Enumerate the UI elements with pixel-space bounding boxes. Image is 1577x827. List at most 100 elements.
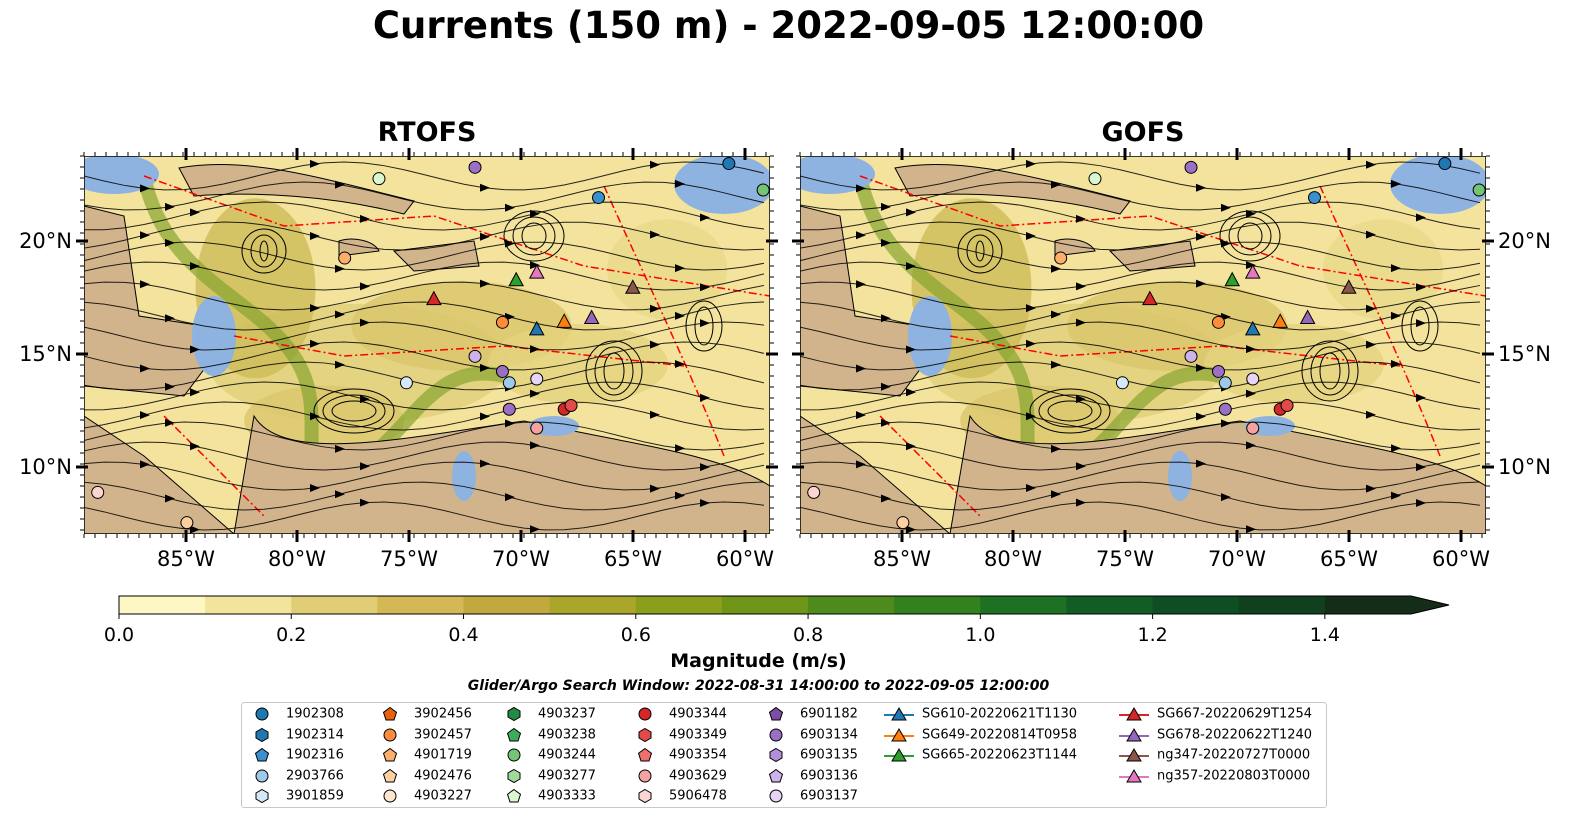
streamline-arrow bbox=[1026, 304, 1036, 313]
legend-label: 4901719 bbox=[414, 747, 472, 763]
streamline bbox=[800, 361, 1481, 391]
triangle-marker-icon bbox=[1119, 748, 1149, 762]
circle-marker-icon bbox=[638, 769, 652, 782]
eez-boundary bbox=[879, 415, 981, 517]
colorbar-segment bbox=[291, 596, 378, 614]
streamline-arrow bbox=[906, 525, 916, 534]
argo-marker bbox=[1438, 157, 1452, 171]
legend-entry: 4902476 bbox=[380, 768, 472, 784]
streamline-arrow bbox=[1076, 395, 1086, 404]
legend-entry: ng347-20220727T0000 bbox=[1119, 747, 1310, 763]
legend-entry: SG649-20220814T0958 bbox=[884, 727, 1077, 743]
streamline-arrow bbox=[140, 411, 150, 420]
streamline-arrow bbox=[1246, 441, 1256, 450]
legend-entry: 4903349 bbox=[635, 727, 727, 743]
streamline-arrow bbox=[1221, 239, 1231, 248]
lat-tick-label: 15°N bbox=[1498, 342, 1551, 366]
shallow-water bbox=[452, 451, 476, 501]
legend-label: SG649-20220814T0958 bbox=[922, 727, 1078, 742]
argo-marker bbox=[1184, 160, 1198, 174]
circle-marker-icon bbox=[255, 769, 269, 782]
streamline-arrow bbox=[1026, 339, 1036, 348]
argo-marker bbox=[564, 398, 578, 412]
legend-entry: SG610-20220621T1130 bbox=[884, 706, 1077, 722]
shallow-water bbox=[800, 156, 875, 194]
legend-label: 6903137 bbox=[800, 788, 858, 804]
streamline-arrow bbox=[140, 460, 150, 469]
streamline-arrow bbox=[1196, 363, 1206, 372]
streamline-arrow bbox=[700, 283, 710, 292]
streamline-arrow bbox=[530, 261, 540, 270]
pentagon-marker-icon bbox=[768, 706, 784, 721]
streamline-arrow bbox=[310, 339, 320, 348]
streamline-arrow bbox=[530, 441, 540, 450]
streamline-arrow bbox=[1246, 209, 1256, 218]
hexagon-marker-icon bbox=[638, 788, 652, 804]
streamline-arrow bbox=[700, 463, 710, 472]
legend-entry: 3902456 bbox=[380, 706, 472, 722]
streamline bbox=[800, 221, 1481, 251]
argo-marker bbox=[468, 349, 482, 363]
hexagon-marker-icon bbox=[769, 747, 783, 763]
streamline-arrow bbox=[310, 231, 320, 240]
legend-label: 4903354 bbox=[669, 747, 727, 763]
streamline-arrow bbox=[906, 388, 916, 397]
streamline-arrow bbox=[700, 499, 710, 508]
streamline-arrow bbox=[1366, 410, 1376, 419]
streamline-arrow bbox=[140, 364, 150, 373]
streamline-arrow bbox=[165, 494, 175, 503]
legend-label: 6903135 bbox=[800, 747, 858, 763]
eddy bbox=[594, 346, 634, 396]
shallow-water bbox=[84, 156, 159, 194]
eddy bbox=[512, 216, 556, 256]
streamline bbox=[800, 201, 1481, 231]
streamline-arrow bbox=[1391, 491, 1401, 500]
lon-tick-label: 80°W bbox=[984, 547, 1042, 571]
argo-marker bbox=[1088, 172, 1102, 186]
streamline bbox=[800, 401, 1481, 431]
glider-marker bbox=[528, 264, 545, 279]
streamline-arrow bbox=[1051, 360, 1061, 369]
glider-marker bbox=[1272, 313, 1289, 328]
legend-entry: 6903136 bbox=[766, 768, 858, 784]
streamline bbox=[800, 241, 1481, 271]
triangle-marker-icon bbox=[884, 707, 914, 721]
streamline-arrow bbox=[1051, 264, 1061, 273]
argo-marker bbox=[756, 183, 770, 197]
streamline-arrow bbox=[1026, 231, 1036, 240]
lat-tick-label: 10°N bbox=[1498, 455, 1551, 479]
streamline-arrow bbox=[1366, 230, 1376, 239]
streamline-arrow bbox=[1196, 183, 1206, 192]
lon-tick-label: 75°W bbox=[380, 547, 438, 571]
streamline-arrow bbox=[1416, 393, 1426, 402]
streamline-arrow bbox=[480, 412, 490, 421]
legend-label: 4903244 bbox=[538, 747, 596, 763]
streamline-arrow bbox=[1391, 264, 1401, 273]
eddy bbox=[603, 352, 625, 390]
legend-label: 4903333 bbox=[538, 788, 596, 804]
streamline-arrow bbox=[505, 493, 515, 502]
eddy bbox=[1310, 346, 1350, 396]
hexagon-marker-icon bbox=[638, 727, 652, 742]
streamline bbox=[800, 481, 1481, 511]
streamline-arrow bbox=[675, 359, 685, 368]
streamline-arrow bbox=[505, 419, 515, 428]
legend-label: 4903238 bbox=[538, 727, 596, 742]
streamline-arrow bbox=[1391, 311, 1401, 320]
colorbar-tick-label: 1.2 bbox=[1137, 624, 1167, 646]
circle-marker-icon bbox=[255, 707, 269, 721]
shallow-water bbox=[1168, 451, 1192, 501]
streamline-arrow bbox=[675, 491, 685, 500]
shallow-water bbox=[1390, 156, 1486, 214]
legend-label: 4903227 bbox=[414, 788, 472, 804]
streamline-arrow bbox=[1221, 419, 1231, 428]
streamline-arrow bbox=[530, 389, 540, 398]
streamline-arrow bbox=[310, 483, 320, 492]
argo-marker bbox=[1280, 398, 1294, 412]
eez-boundary bbox=[233, 335, 685, 367]
land-mass bbox=[178, 163, 415, 215]
legend-label: 4902476 bbox=[414, 768, 472, 783]
colorbar-segment bbox=[205, 596, 292, 614]
streamline-arrow bbox=[505, 239, 515, 248]
